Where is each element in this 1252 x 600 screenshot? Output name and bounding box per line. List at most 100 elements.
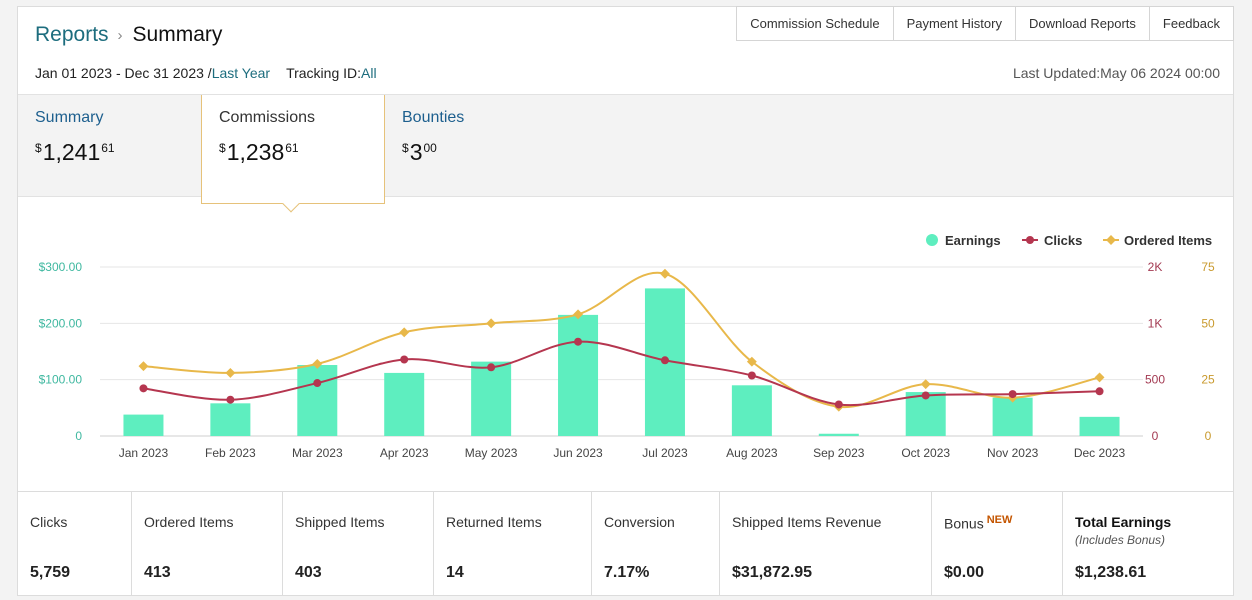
clicks-point bbox=[1008, 390, 1017, 399]
legend-clicks-swatch bbox=[1026, 236, 1034, 244]
right-axis-tick-clicks: 2K bbox=[1148, 260, 1163, 274]
left-axis-tick: $100.00 bbox=[39, 373, 83, 387]
date-range-text: Jan 01 2023 - Dec 31 2023 / bbox=[35, 65, 212, 81]
stat-label: Total Earnings bbox=[1075, 514, 1172, 530]
clicks-point bbox=[574, 337, 583, 346]
x-axis-tick: Jan 2023 bbox=[119, 446, 169, 460]
stat-label: Conversion bbox=[604, 514, 675, 530]
x-axis-tick: Jun 2023 bbox=[553, 446, 603, 460]
active-tab-pointer bbox=[282, 195, 300, 213]
tracking-id-link[interactable]: All bbox=[361, 65, 377, 81]
download-reports-button[interactable]: Download Reports bbox=[1015, 6, 1150, 41]
x-axis-tick: Nov 2023 bbox=[987, 446, 1039, 460]
right-axis-tick-clicks: 500 bbox=[1145, 373, 1165, 387]
right-axis-tick-ordered: 0 bbox=[1205, 429, 1212, 443]
x-axis-tick: Dec 2023 bbox=[1074, 446, 1126, 460]
ordered-items-line bbox=[143, 271, 1100, 409]
chevron-right-icon: › bbox=[117, 26, 123, 44]
period-link[interactable]: Last Year bbox=[211, 65, 271, 81]
tab-bounties[interactable]: Bounties $3 00 bbox=[385, 95, 481, 196]
ordered-items-point bbox=[486, 318, 497, 329]
tab-summary[interactable]: Summary $1,241 61 bbox=[18, 95, 132, 196]
stat-label: Clicks bbox=[30, 514, 68, 530]
stat-value: $1,238.61 bbox=[1075, 564, 1147, 581]
stat-clicks: Clicks 5,759 bbox=[18, 492, 132, 595]
summary-amount: $1,241 61 bbox=[35, 139, 115, 165]
stat-bonus: Bonus NEW $0.00 bbox=[932, 492, 1063, 595]
clicks-point bbox=[834, 400, 843, 409]
stat-total-earnings: Total Earnings (Includes Bonus) $1,238.6… bbox=[1063, 492, 1233, 595]
commission-schedule-button[interactable]: Commission Schedule bbox=[736, 6, 894, 41]
breadcrumb: Reports › Summary bbox=[35, 23, 222, 47]
legend-ordered-label: Ordered Items bbox=[1124, 233, 1212, 248]
feedback-button[interactable]: Feedback bbox=[1149, 6, 1234, 41]
tab-summary-label: Summary bbox=[35, 109, 104, 126]
tab-commissions[interactable]: Commissions $1,238 61 bbox=[201, 95, 385, 213]
earnings-bar bbox=[992, 397, 1033, 436]
x-axis-tick: Mar 2023 bbox=[292, 446, 343, 460]
clicks-point bbox=[400, 355, 409, 364]
x-axis-tick: Aug 2023 bbox=[726, 446, 778, 460]
x-axis-tick: May 2023 bbox=[465, 446, 518, 460]
clicks-point bbox=[226, 395, 235, 404]
earnings-bar bbox=[558, 314, 599, 436]
right-axis-tick-ordered: 25 bbox=[1201, 373, 1215, 387]
tab-bounties-label: Bounties bbox=[402, 109, 465, 126]
x-axis-tick: Feb 2023 bbox=[205, 446, 256, 460]
left-axis-tick: $200.00 bbox=[39, 316, 83, 330]
x-axis-tick: Apr 2023 bbox=[380, 446, 429, 460]
legend-earnings-label: Earnings bbox=[945, 233, 1001, 248]
ordered-items-point bbox=[1094, 372, 1105, 383]
right-axis-tick-clicks: 0 bbox=[1152, 429, 1159, 443]
ordered-items-point bbox=[399, 327, 410, 338]
earnings-bar bbox=[1079, 416, 1120, 436]
stat-returned-items: Returned Items 14 bbox=[434, 492, 592, 595]
commissions-amount: $1,238 61 bbox=[219, 139, 299, 165]
right-axis-tick-clicks: 1K bbox=[1148, 316, 1163, 330]
summary-tabs: Summary $1,241 61 Commissions $1,238 61 Bo… bbox=[18, 94, 1233, 213]
left-axis-tick: $300.00 bbox=[39, 260, 83, 274]
stat-shipped-revenue: Shipped Items Revenue $31,872.95 bbox=[720, 492, 932, 595]
breadcrumb-reports-link[interactable]: Reports bbox=[35, 23, 109, 46]
ordered-items-point bbox=[660, 268, 670, 279]
earnings-bar bbox=[731, 385, 772, 436]
stat-value: 5,759 bbox=[30, 564, 71, 581]
x-axis-tick: Oct 2023 bbox=[901, 446, 950, 460]
earnings-bar bbox=[297, 365, 338, 436]
clicks-point bbox=[747, 371, 756, 380]
stat-conversion: Conversion 7.17% bbox=[592, 492, 720, 595]
stat-sub: (Includes Bonus) bbox=[1075, 533, 1166, 547]
stat-value: 7.17% bbox=[604, 564, 650, 581]
new-badge: NEW bbox=[986, 514, 1013, 526]
ordered-items-point bbox=[746, 356, 757, 367]
earnings-bar bbox=[818, 433, 859, 436]
stat-value: 413 bbox=[144, 564, 171, 581]
legend-ordered-swatch bbox=[1106, 235, 1116, 245]
tracking-id-label: Tracking ID: bbox=[286, 65, 362, 81]
earnings-bar bbox=[210, 403, 251, 436]
clicks-point bbox=[139, 384, 148, 393]
stat-shipped-items: Shipped Items 403 bbox=[283, 492, 434, 595]
clicks-point bbox=[660, 356, 669, 365]
right-axis-tick-ordered: 50 bbox=[1201, 316, 1215, 330]
clicks-line bbox=[143, 340, 1100, 407]
last-updated: Last Updated:May 06 2024 00:00 bbox=[1012, 65, 1220, 81]
ordered-items-point bbox=[573, 309, 583, 320]
clicks-point bbox=[313, 379, 322, 388]
payment-history-button[interactable]: Payment History bbox=[893, 6, 1016, 41]
left-axis-tick: 0 bbox=[75, 429, 82, 443]
reports-panel: Reports › Summary Commission Schedule Pa… bbox=[17, 6, 1234, 596]
stat-label: Bonus NEW bbox=[944, 514, 1013, 532]
x-axis-tick: Jul 2023 bbox=[642, 446, 688, 460]
ordered-items-point bbox=[312, 358, 323, 369]
tab-commissions-label: Commissions bbox=[219, 109, 316, 126]
clicks-point bbox=[487, 363, 496, 372]
stat-value: $31,872.95 bbox=[732, 564, 813, 581]
ordered-items-point bbox=[920, 379, 931, 390]
earnings-bar bbox=[471, 361, 512, 436]
legend-earnings-swatch bbox=[926, 234, 938, 246]
header-actions: Commission Schedule Payment History Down… bbox=[736, 6, 1234, 41]
stat-value: $0.00 bbox=[944, 564, 985, 581]
page-title: Summary bbox=[132, 23, 223, 46]
stat-label: Shipped Items bbox=[295, 514, 385, 530]
